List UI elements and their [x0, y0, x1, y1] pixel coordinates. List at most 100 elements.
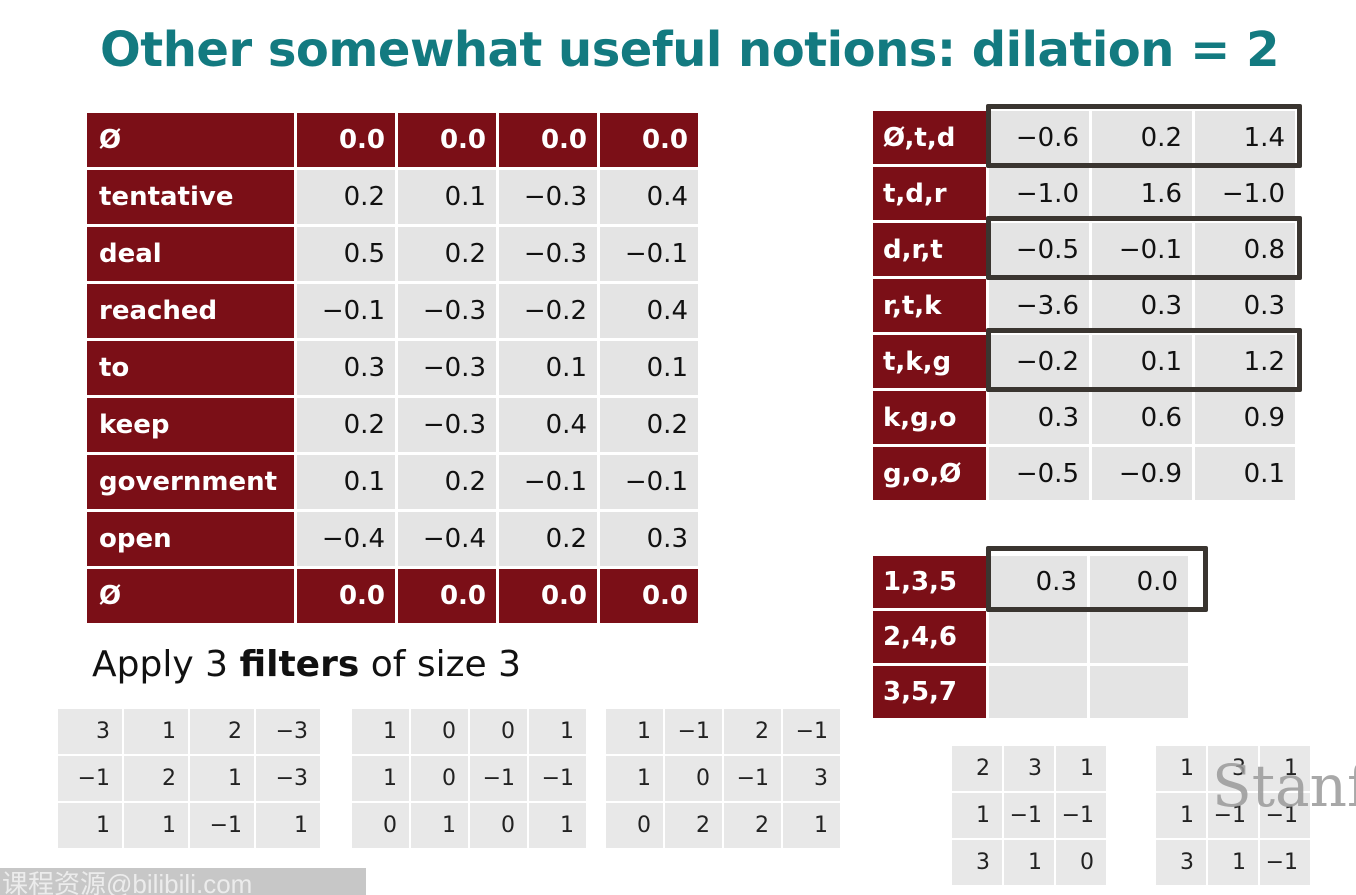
output-value: −0.5: [989, 447, 1089, 500]
filter-weight: 2: [724, 803, 781, 848]
empty-cell: [1090, 611, 1188, 663]
filter-weight: 1: [606, 709, 663, 754]
word-label: Ø: [87, 113, 294, 167]
filter-weight: 1: [190, 756, 254, 801]
output-value: 0.9: [1195, 391, 1295, 444]
output-value: 0.2: [1092, 111, 1192, 164]
vector-value: 0.1: [398, 170, 496, 224]
filter-weight: 0: [665, 756, 722, 801]
output-value: 1.4: [1195, 111, 1295, 164]
filters-caption: Apply 3 filters of size 3: [92, 644, 522, 685]
table-row: deal 0.5 0.2 −0.3 −0.1: [87, 227, 698, 281]
vector-value: 0.2: [600, 398, 698, 452]
slide-title: Other somewhat useful notions: dilation …: [100, 22, 1279, 78]
vector-value: 0.1: [600, 341, 698, 395]
table-row: government 0.1 0.2 −0.1 −0.1: [87, 455, 698, 509]
window-label: 2,4,6: [873, 611, 986, 663]
vector-value: 0.0: [297, 569, 395, 623]
window-label: d,r,t: [873, 223, 986, 276]
filter-weight: −1: [1260, 793, 1310, 838]
output-value: −0.9: [1092, 447, 1192, 500]
output-value: 0.8: [1195, 223, 1295, 276]
filter-weight: 3: [1156, 840, 1206, 885]
table-row: 3,5,7: [873, 666, 1188, 718]
filter-weight: 1: [952, 793, 1002, 838]
vector-value: −0.3: [499, 170, 597, 224]
filter-weight: −3: [256, 756, 320, 801]
vector-value: −0.3: [398, 398, 496, 452]
table-row: reached −0.1 −0.3 −0.2 0.4: [87, 284, 698, 338]
table-row: open −0.4 −0.4 0.2 0.3: [87, 512, 698, 566]
highlight-box-dilated-row-1: [986, 546, 1208, 612]
filter-weight: 1: [124, 709, 188, 754]
output-value: 0.1: [1092, 335, 1192, 388]
filter-weight: −1: [529, 756, 586, 801]
table-row: k,g,o 0.3 0.6 0.9: [873, 391, 1295, 444]
filter-weight: 2: [724, 709, 781, 754]
table-row: Ø 0.0 0.0 0.0 0.0: [87, 569, 698, 623]
window-label: t,k,g: [873, 335, 986, 388]
filter-weight: 1: [529, 709, 586, 754]
filter-matrix-3: 1 −1 2 −1 1 0 −1 3 0 2 2 1: [604, 707, 842, 850]
word-label: government: [87, 455, 294, 509]
table-row: 1 −1 −1: [952, 793, 1106, 838]
table-row: 1 −1 −1: [1156, 793, 1310, 838]
window-label: 1,3,5: [873, 556, 986, 608]
table-row: r,t,k −3.6 0.3 0.3: [873, 279, 1295, 332]
vector-value: 0.2: [398, 455, 496, 509]
output-value: 0.3: [989, 391, 1089, 444]
empty-cell: [989, 666, 1087, 718]
dilated-filter-matrix-1: 2 3 1 1 −1 −1 3 1 0: [950, 744, 1108, 887]
convolution-output-table: Ø,t,d −0.6 0.2 1.4 t,d,r −1.0 1.6 −1.0 d,r,t −0.5…: [870, 108, 1298, 503]
filter-weight: 1: [783, 803, 840, 848]
highlight-box-row-3: [986, 216, 1302, 280]
vector-value: 0.4: [600, 284, 698, 338]
filter-weight: 3: [58, 709, 122, 754]
filter-weight: 2: [665, 803, 722, 848]
filter-weight: −1: [1208, 793, 1258, 838]
table-row: Ø 0.0 0.0 0.0 0.0: [87, 113, 698, 167]
vector-value: 0.5: [297, 227, 395, 281]
filter-weight: 1: [1004, 840, 1054, 885]
filter-weight: −3: [256, 709, 320, 754]
vector-value: 0.2: [297, 398, 395, 452]
filter-weight: 1: [124, 803, 188, 848]
table-row: 1 −1 2 −1: [606, 709, 840, 754]
vector-value: −0.4: [398, 512, 496, 566]
vector-value: 0.2: [499, 512, 597, 566]
vector-value: 0.1: [297, 455, 395, 509]
vector-value: 0.0: [398, 569, 496, 623]
highlight-box-row-1: [986, 104, 1302, 168]
vector-value: 0.0: [297, 113, 395, 167]
table-row: g,o,Ø −0.5 −0.9 0.1: [873, 447, 1295, 500]
window-label: r,t,k: [873, 279, 986, 332]
filter-weight: 0: [352, 803, 409, 848]
vector-value: 0.2: [398, 227, 496, 281]
word-label: deal: [87, 227, 294, 281]
vector-value: 0.0: [499, 569, 597, 623]
output-value: −0.2: [989, 335, 1089, 388]
word-label: reached: [87, 284, 294, 338]
table-row: 3 1 −1: [1156, 840, 1310, 885]
filter-weight: 0: [1056, 840, 1106, 885]
table-row: to 0.3 −0.3 0.1 0.1: [87, 341, 698, 395]
filter-weight: 1: [352, 709, 409, 754]
filter-weight: 2: [190, 709, 254, 754]
filter-weight: 0: [470, 803, 527, 848]
output-value: −0.5: [989, 223, 1089, 276]
output-value: 0.3: [989, 556, 1087, 608]
output-value: 0.3: [1092, 279, 1192, 332]
window-label: k,g,o: [873, 391, 986, 444]
filter-weight: 1: [256, 803, 320, 848]
filter-weight: 1: [529, 803, 586, 848]
filter-weight: 1: [411, 803, 468, 848]
empty-cell: [1090, 666, 1188, 718]
table-row: 1,3,5 0.3 0.0: [873, 556, 1188, 608]
vector-value: 0.3: [600, 512, 698, 566]
vector-value: −0.3: [398, 284, 496, 338]
